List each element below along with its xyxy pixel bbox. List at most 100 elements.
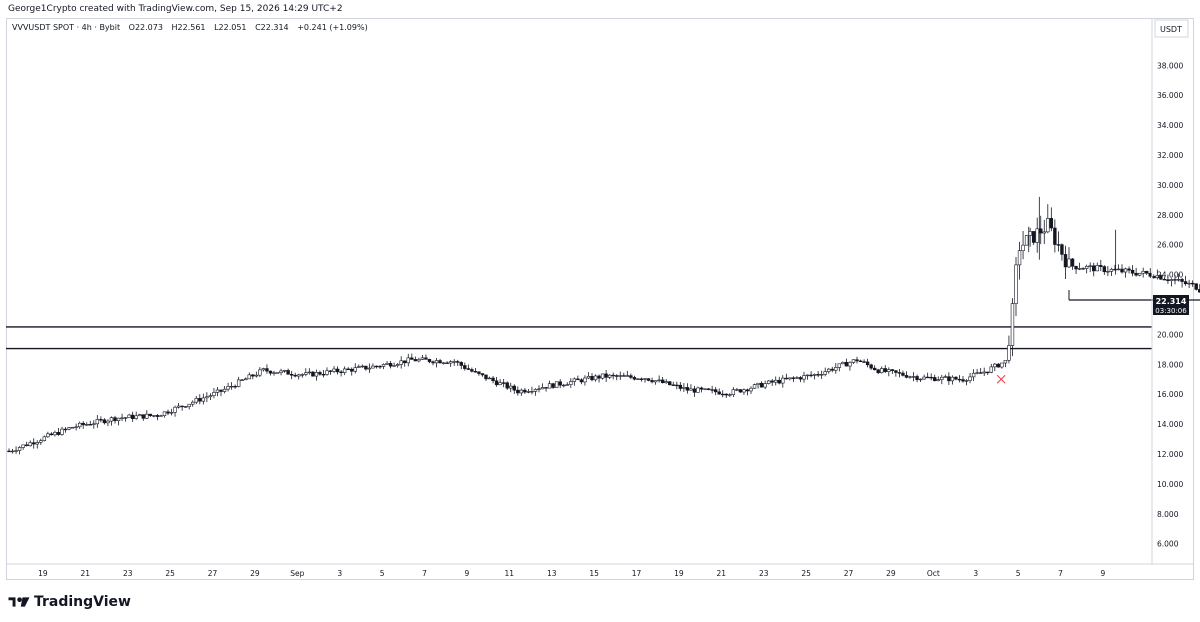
candle-body xyxy=(1102,266,1107,273)
candle xyxy=(1031,231,1036,245)
candle-body xyxy=(551,383,555,388)
candle-body xyxy=(28,442,32,447)
candle xyxy=(148,413,153,417)
candle-body xyxy=(576,378,580,381)
candle-body xyxy=(1116,268,1121,271)
candle-body xyxy=(558,381,562,386)
candle-body xyxy=(975,372,979,374)
candle-body xyxy=(448,361,453,364)
candle xyxy=(600,373,605,380)
candle-body xyxy=(1017,250,1022,266)
price-axis[interactable]: 6.000 8.000 10.000 12.000 14.000 16.000 18.000… xyxy=(1157,61,1183,548)
time-tick-label: 5 xyxy=(1016,569,1021,578)
candle-body xyxy=(940,376,944,380)
candle-body xyxy=(60,428,64,435)
candle-body xyxy=(208,395,213,398)
candle-body xyxy=(10,450,15,453)
candle-body xyxy=(883,368,887,372)
candle-body xyxy=(880,368,884,374)
candle-body xyxy=(636,378,640,380)
candle-body xyxy=(297,374,301,377)
candle-body xyxy=(639,378,644,380)
candle-body xyxy=(1113,268,1117,271)
candle xyxy=(805,374,810,380)
candle xyxy=(332,366,336,373)
candle xyxy=(943,374,948,378)
candle xyxy=(452,359,456,366)
candle xyxy=(774,376,778,386)
candle xyxy=(579,378,584,385)
candle xyxy=(1074,265,1078,274)
candle xyxy=(360,364,365,368)
candle xyxy=(883,365,887,373)
candle xyxy=(395,363,400,368)
candle xyxy=(441,362,446,365)
candle-body xyxy=(219,389,223,392)
last-price-label: 22.314 03:30:06 xyxy=(1153,295,1189,315)
candle-body xyxy=(756,382,760,385)
candle-body xyxy=(837,363,842,368)
candle-body xyxy=(254,374,259,377)
candle-body xyxy=(123,417,128,419)
candle xyxy=(477,371,481,376)
candle-body xyxy=(342,368,347,373)
candle xyxy=(643,378,647,383)
candle-body xyxy=(222,388,227,392)
candle xyxy=(876,368,880,375)
candle-body xyxy=(166,411,170,414)
symbol-name[interactable]: VVVUSDT SPOT · 4h · Bybit xyxy=(12,23,121,32)
candle-body xyxy=(445,362,449,364)
ohlc-close: C22.314 xyxy=(255,23,289,32)
candle-body xyxy=(1014,264,1018,304)
candle xyxy=(24,441,29,447)
candle xyxy=(749,386,753,395)
price-tick-label: 12.000 xyxy=(1157,450,1183,459)
candle xyxy=(968,373,972,384)
time-axis[interactable]: 19 21 23 25 27 29 Sep 3 5 7 9 11 13 15 17 19 21 23 25 27 29 O… xyxy=(38,569,1105,578)
candle xyxy=(434,358,439,368)
candle-body xyxy=(109,417,114,422)
candle xyxy=(14,446,18,454)
candle xyxy=(286,368,290,375)
currency-box[interactable]: USDT xyxy=(1154,19,1189,38)
candle-body xyxy=(431,361,435,364)
candle-body xyxy=(473,370,478,373)
candle-body xyxy=(162,411,167,417)
candle xyxy=(986,371,990,375)
candle-body xyxy=(978,372,983,374)
time-tick-label: 25 xyxy=(165,569,175,578)
candle-body xyxy=(936,379,940,382)
chart-frame[interactable] xyxy=(6,18,1194,580)
candle xyxy=(1021,231,1025,260)
price-tick-label: 26.000 xyxy=(1157,241,1183,250)
candle-body xyxy=(950,376,955,382)
candle-body xyxy=(1173,279,1177,281)
price-tick-label: 24.000 xyxy=(1157,271,1183,280)
candle-body xyxy=(1028,231,1032,236)
candle xyxy=(862,359,866,364)
candle xyxy=(42,435,47,442)
candle xyxy=(70,426,75,429)
candle xyxy=(431,360,435,366)
candle-body xyxy=(169,412,174,414)
candle-body xyxy=(314,372,319,377)
candle xyxy=(484,374,488,382)
candle-body xyxy=(805,374,810,377)
candle xyxy=(1099,259,1103,272)
candle xyxy=(251,373,255,380)
candle-body xyxy=(385,363,389,365)
tradingview-brand[interactable]: TradingView xyxy=(8,594,131,610)
candle xyxy=(1067,247,1071,268)
candle xyxy=(191,400,195,407)
candle xyxy=(357,364,361,369)
candle-body xyxy=(947,376,951,382)
candle xyxy=(1063,245,1068,279)
candle-body xyxy=(191,401,195,405)
candle xyxy=(159,414,163,417)
candle-body xyxy=(1183,281,1188,285)
candle-body xyxy=(798,377,803,380)
tradingview-logo-icon xyxy=(8,597,30,607)
candle xyxy=(692,385,697,397)
ohlc-change: +0.241 (+1.09%) xyxy=(297,23,368,32)
